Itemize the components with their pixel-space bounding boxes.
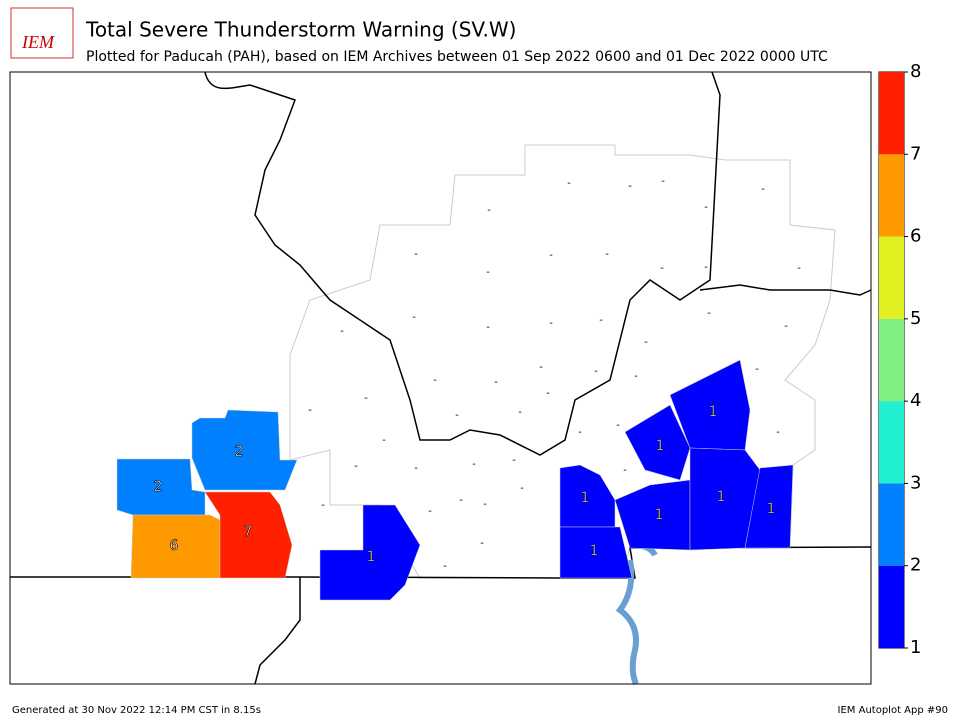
empty-county-label: - bbox=[494, 377, 498, 388]
county bbox=[319, 504, 421, 601]
empty-county-label: - bbox=[628, 181, 632, 192]
colorbar-tick-label: 7 bbox=[910, 143, 921, 164]
colorbar-tick-label: 2 bbox=[910, 555, 921, 576]
county bbox=[116, 458, 206, 516]
colorbar-tick-label: 1 bbox=[910, 637, 921, 658]
empty-county-label: - bbox=[518, 407, 522, 418]
empty-county-label: - bbox=[472, 459, 476, 470]
empty-county-label: - bbox=[486, 267, 490, 278]
empty-county-label: - bbox=[354, 461, 358, 472]
county-label: 1 bbox=[656, 438, 665, 454]
colorbar-tick-label: 6 bbox=[910, 226, 921, 247]
logo: IEM bbox=[21, 32, 55, 52]
colorbar-segment bbox=[879, 318, 904, 402]
empty-county-label: - bbox=[428, 506, 432, 517]
empty-county-label: - bbox=[755, 364, 759, 375]
county bbox=[204, 491, 293, 579]
empty-county-label: - bbox=[512, 455, 516, 466]
county-label: 1 bbox=[590, 543, 599, 559]
colorbar-tick-label: 5 bbox=[910, 308, 921, 329]
empty-county-label: - bbox=[704, 262, 708, 273]
empty-county-label: - bbox=[483, 499, 487, 510]
empty-county-label: - bbox=[599, 315, 603, 326]
colorbar-segment bbox=[879, 236, 904, 319]
empty-county-label: - bbox=[414, 463, 418, 474]
empty-county-label: - bbox=[567, 178, 571, 189]
empty-county-label: - bbox=[414, 249, 418, 260]
state-border bbox=[699, 284, 872, 296]
title: Total Severe Thunderstorm Warning (SV.W) bbox=[85, 18, 516, 42]
empty-county-label: - bbox=[539, 362, 543, 373]
empty-county-label: - bbox=[340, 326, 344, 337]
empty-county-label: - bbox=[605, 249, 609, 260]
empty-county-label: - bbox=[546, 388, 550, 399]
empty-county-label: - bbox=[487, 205, 491, 216]
colorbar-tick-label: 4 bbox=[910, 390, 921, 411]
county-label: 7 bbox=[244, 524, 253, 540]
colorbar-segment bbox=[879, 72, 904, 155]
empty-county-label: - bbox=[661, 176, 665, 187]
empty-county-label: - bbox=[364, 393, 368, 404]
empty-county-label: - bbox=[776, 427, 780, 438]
county bbox=[624, 404, 691, 481]
empty-county-label: - bbox=[433, 375, 437, 386]
map: 2 2 6 7 1 1 1 1 1 1 1 1 - - - - - - - - - - - - - - - - - - - - - - - - - - - -… bbox=[9, 71, 872, 686]
river-border bbox=[204, 71, 721, 456]
map-frame bbox=[9, 71, 872, 685]
empty-county-label: - bbox=[455, 410, 459, 421]
footer-right: IEM Autoplot App #90 bbox=[838, 705, 948, 716]
empty-county-label: - bbox=[616, 420, 620, 431]
empty-county-label: - bbox=[382, 435, 386, 446]
empty-county-label: - bbox=[459, 495, 463, 506]
county bbox=[191, 409, 298, 491]
colorbar-segment bbox=[879, 565, 904, 648]
logo-frame bbox=[10, 7, 74, 59]
empty-county-label: - bbox=[486, 322, 490, 333]
colorbar-segment bbox=[879, 401, 904, 484]
empty-county-label: - bbox=[549, 318, 553, 329]
county bbox=[669, 359, 751, 451]
empty-county-label: - bbox=[308, 405, 312, 416]
subtitle: Plotted for Paducah (PAH), based on IEM … bbox=[86, 49, 828, 65]
empty-county-label: - bbox=[704, 202, 708, 213]
colorbar-tick-label: 3 bbox=[910, 472, 921, 493]
county bbox=[744, 464, 794, 549]
county-label: 1 bbox=[581, 490, 590, 506]
empty-county-label: - bbox=[797, 263, 801, 274]
county-label: 2 bbox=[235, 444, 244, 460]
footer-left: Generated at 30 Nov 2022 12:14 PM CST in… bbox=[12, 705, 261, 716]
empty-county-label: - bbox=[660, 263, 664, 274]
county-label: 1 bbox=[367, 549, 376, 565]
empty-county-label: - bbox=[634, 371, 638, 382]
county-label: 2 bbox=[154, 479, 163, 495]
empty-county-label: - bbox=[623, 465, 627, 476]
empty-county-label: - bbox=[321, 500, 325, 511]
empty-county-label: - bbox=[594, 366, 598, 377]
county-label: 1 bbox=[767, 501, 776, 517]
county-label: 6 bbox=[170, 538, 179, 554]
empty-county-label: - bbox=[644, 337, 648, 348]
colorbar-tick-label: 8 bbox=[910, 61, 921, 82]
county-label: 1 bbox=[655, 507, 664, 523]
empty-county-label: - bbox=[443, 561, 447, 572]
empty-county-label: - bbox=[784, 321, 788, 332]
colorbar-segment bbox=[879, 154, 904, 237]
river-border bbox=[254, 577, 301, 685]
empty-county-label: - bbox=[480, 538, 484, 549]
empty-county-label: - bbox=[578, 427, 582, 438]
county bbox=[559, 526, 633, 579]
county-label: 1 bbox=[717, 489, 726, 505]
empty-county-label: - bbox=[549, 250, 553, 261]
colorbar-segment bbox=[879, 483, 904, 566]
empty-county-label: - bbox=[707, 308, 711, 319]
empty-county-label: - bbox=[761, 184, 765, 195]
empty-county-label: - bbox=[412, 312, 416, 323]
county-label: 1 bbox=[709, 404, 718, 420]
empty-county-label: - bbox=[520, 483, 524, 494]
